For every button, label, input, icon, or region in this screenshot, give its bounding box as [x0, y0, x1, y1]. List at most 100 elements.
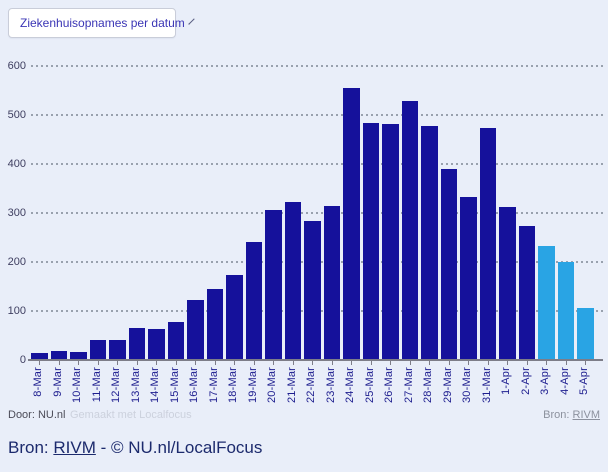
- x-axis-tick-label: 25-Mar: [363, 367, 376, 404]
- x-axis-tick: [351, 361, 352, 365]
- plot-area: [31, 65, 603, 360]
- x-axis-line: [28, 359, 603, 361]
- bar-13-Mar[interactable]: [128, 328, 145, 360]
- bar-5-Apr[interactable]: [577, 308, 594, 360]
- bar-25-Mar[interactable]: [362, 123, 379, 360]
- x-axis-tick: [390, 361, 391, 365]
- x-axis-tick: [78, 361, 79, 365]
- x-axis-tick: [331, 361, 333, 365]
- caption: Bron: RIVM - © NU.nl/LocalFocus: [8, 438, 262, 458]
- x-axis-tick: [448, 361, 450, 365]
- bar-17-Mar[interactable]: [206, 289, 223, 360]
- x-axis-tick-label: 23-Mar: [324, 367, 337, 404]
- bar-11-Mar[interactable]: [89, 340, 106, 360]
- bar-27-Mar[interactable]: [401, 101, 418, 360]
- bar-22-Mar[interactable]: [304, 220, 321, 360]
- bar-28-Mar[interactable]: [421, 126, 438, 360]
- x-axis-tick-label: 24-Mar: [344, 367, 357, 404]
- bar-24-Mar[interactable]: [343, 88, 360, 360]
- x-axis-tick: [507, 361, 508, 365]
- bar-9-Mar[interactable]: [50, 351, 67, 360]
- x-axis-tick: [234, 361, 235, 365]
- x-axis-tick-label: 17-Mar: [207, 367, 220, 404]
- x-axis-tick-label: 12-Mar: [110, 367, 123, 404]
- x-axis-tick-label: 26-Mar: [383, 367, 396, 404]
- x-axis-tick: [370, 361, 372, 365]
- bar-8-Mar[interactable]: [31, 352, 48, 360]
- chart-selector-value: Ziekenhuisopnames per datum: [20, 16, 185, 30]
- x-axis-tick: [136, 361, 138, 365]
- x-axis-tick: [487, 361, 489, 365]
- bar-1-Apr[interactable]: [499, 207, 516, 360]
- x-axis-tick: [39, 361, 40, 365]
- bar-16-Mar[interactable]: [187, 299, 204, 360]
- source-note: Bron: RIVM: [543, 409, 600, 421]
- chevron-down-icon: [188, 18, 195, 25]
- bar-31-Mar[interactable]: [479, 128, 496, 360]
- source-label: Bron:: [543, 409, 570, 421]
- x-axis-tick-label: 28-Mar: [422, 367, 435, 404]
- caption-suffix: - © NU.nl/LocalFocus: [95, 438, 263, 457]
- x-axis-tick: [156, 361, 157, 365]
- x-axis-tick-label: 2-Apr: [519, 367, 532, 395]
- bar-3-Apr[interactable]: [538, 246, 555, 360]
- x-axis-tick-label: 29-Mar: [441, 367, 454, 404]
- x-axis-tick: [253, 361, 255, 365]
- bar-21-Mar[interactable]: [284, 202, 301, 360]
- localfocus-watermark: Gemaakt met Localfocus: [70, 409, 192, 421]
- x-axis-tick-label: 22-Mar: [305, 367, 318, 404]
- x-axis-tick-label: 10-Mar: [71, 367, 84, 404]
- x-axis-tick: [468, 361, 469, 365]
- bar-23-Mar[interactable]: [323, 206, 340, 360]
- x-axis-tick-label: 15-Mar: [168, 367, 181, 404]
- x-axis-tick-label: 9-Mar: [51, 367, 64, 397]
- bar-4-Apr[interactable]: [557, 261, 574, 360]
- x-axis-tick-label: 13-Mar: [129, 367, 142, 404]
- x-axis-tick: [117, 361, 118, 365]
- x-axis-tick: [97, 361, 99, 365]
- caption-rivm-link[interactable]: RIVM: [53, 438, 96, 457]
- y-axis-tick-label: 200: [7, 256, 26, 268]
- x-axis-tick-label: 3-Apr: [539, 367, 552, 395]
- gridline: [31, 212, 603, 214]
- x-axis-tick-label: 31-Mar: [480, 367, 493, 404]
- x-axis-tick: [546, 361, 547, 365]
- x-axis-tick: [429, 361, 430, 365]
- x-axis-tick: [175, 361, 177, 365]
- bar-15-Mar[interactable]: [167, 321, 184, 360]
- bar-2-Apr[interactable]: [518, 226, 535, 360]
- x-axis-tick-label: 8-Mar: [32, 367, 45, 397]
- x-axis-tick: [214, 361, 216, 365]
- bar-14-Mar[interactable]: [148, 329, 165, 360]
- x-axis-tick: [195, 361, 196, 365]
- x-axis-tick: [565, 361, 567, 365]
- bar-12-Mar[interactable]: [109, 339, 126, 360]
- x-axis-tick: [273, 361, 274, 365]
- bar-18-Mar[interactable]: [226, 275, 243, 360]
- x-axis-tick: [409, 361, 411, 365]
- bar-26-Mar[interactable]: [382, 123, 399, 360]
- gridline: [31, 114, 603, 116]
- x-axis-tick: [312, 361, 313, 365]
- x-axis-tick: [526, 361, 528, 365]
- x-axis-tick-label: 11-Mar: [90, 367, 103, 403]
- bar-10-Mar[interactable]: [70, 352, 87, 360]
- x-axis-tick-label: 14-Mar: [149, 367, 162, 404]
- x-axis-tick: [292, 361, 294, 365]
- y-axis-tick-label: 500: [7, 109, 26, 121]
- x-axis-tick-label: 30-Mar: [461, 367, 474, 404]
- y-axis-tick-label: 300: [7, 207, 26, 219]
- bar-19-Mar[interactable]: [245, 242, 262, 360]
- bar-30-Mar[interactable]: [460, 196, 477, 360]
- chart-selector-dropdown[interactable]: Ziekenhuisopnames per datum: [8, 8, 195, 38]
- source-link[interactable]: RIVM: [572, 409, 601, 421]
- x-axis-tick-label: 19-Mar: [246, 367, 259, 404]
- x-axis-tick-label: 20-Mar: [266, 367, 279, 404]
- x-axis-tick-label: 1-Apr: [500, 367, 513, 395]
- bar-20-Mar[interactable]: [265, 209, 282, 360]
- caption-prefix: Bron:: [8, 438, 54, 457]
- bar-29-Mar[interactable]: [440, 168, 457, 360]
- x-axis-tick-label: 27-Mar: [402, 367, 415, 404]
- x-axis-tick-label: 5-Apr: [578, 367, 591, 395]
